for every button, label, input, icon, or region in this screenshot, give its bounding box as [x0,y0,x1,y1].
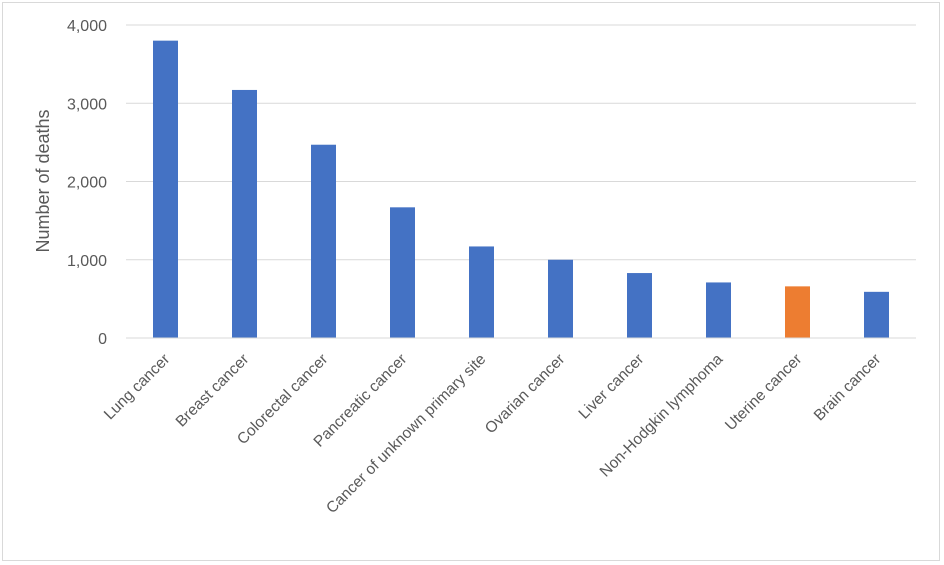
bar-uterine-cancer [785,286,810,338]
x-category-label: Cancer of unknown primary site [323,351,489,517]
x-category-label: Lung cancer [101,351,173,423]
x-category-label: Ovarian cancer [482,351,568,437]
bars [153,40,889,339]
bar-ovarian-cancer [548,259,573,338]
x-category-label: Uterine cancer [722,351,805,434]
y-tick-label: 0 [98,331,107,348]
bar-non-hodgkin-lymphoma [706,282,731,338]
bar-pancreatic-cancer [390,207,415,338]
y-tick-label: 1,000 [67,253,107,270]
y-tick-label: 2,000 [67,175,107,192]
x-category-label: Breast cancer [173,351,253,431]
bar-breast-cancer [232,89,257,338]
gridlines [126,24,916,261]
x-category-label: Liver cancer [576,351,648,423]
y-axis-label: Number of deaths [33,109,53,252]
y-tick-label: 3,000 [67,96,107,113]
bar-colorectal-cancer [311,144,336,338]
bar-brain-cancer [864,291,889,338]
y-axis-ticks: 0 1,000 2,000 3,000 4,000 [67,18,107,348]
bar-liver-cancer [627,273,652,338]
bar-lung-cancer [153,40,178,339]
y-tick-label: 4,000 [67,18,107,35]
x-category-label: Brain cancer [811,351,885,425]
bar-cancer-of-unknown-primary-site [469,246,494,338]
